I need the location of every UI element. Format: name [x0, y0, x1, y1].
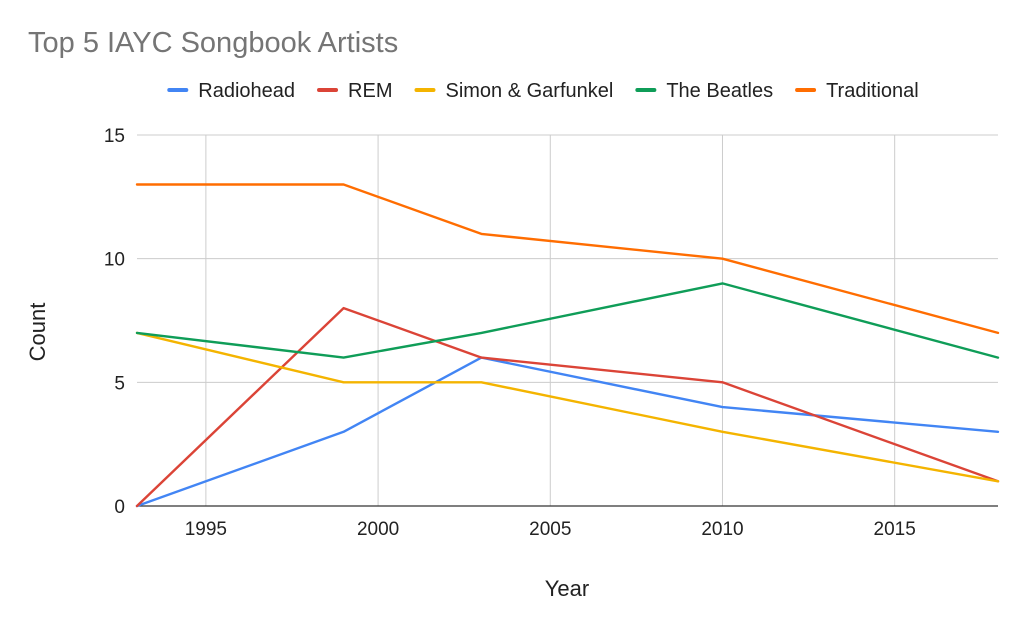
legend-item: Simon & Garfunkel — [414, 80, 613, 102]
y-tick-label: 15 — [104, 126, 125, 147]
y-axis-title: Count — [25, 303, 50, 362]
series-line-radiohead — [135, 356, 1000, 508]
axis-ticks: 0 5 10 15 1995 2000 2005 2010 2015 — [104, 126, 916, 540]
x-axis-title: Year — [545, 576, 589, 601]
legend-label: REM — [348, 80, 392, 102]
legend-label: Simon & Garfunkel — [445, 80, 613, 102]
legend-item: REM — [317, 80, 392, 102]
legend-item: Radiohead — [167, 80, 295, 102]
legend: Radiohead REM Simon & Garfunkel The Beatles… — [167, 80, 919, 102]
legend-label: Radiohead — [198, 80, 295, 102]
y-tick-label: 10 — [104, 250, 125, 271]
y-tick-label: 0 — [114, 497, 125, 518]
legend-label: Traditional — [826, 80, 919, 102]
series-line-the-beatles — [135, 282, 1000, 359]
x-tick-label: 2000 — [357, 519, 399, 540]
legend-label: The Beatles — [666, 80, 773, 102]
series-line-traditional — [135, 183, 1000, 335]
legend-item: Traditional — [795, 80, 919, 102]
series-lines — [135, 183, 1000, 508]
x-tick-label: 2010 — [701, 519, 743, 540]
chart-title: Top 5 IAYC Songbook Artists — [28, 27, 398, 59]
series-line-rem — [135, 306, 1000, 508]
y-tick-label: 5 — [114, 373, 125, 394]
series-line-simon-garfunkel — [135, 331, 1000, 483]
gridlines — [137, 134, 998, 507]
legend-item: The Beatles — [635, 80, 773, 102]
x-tick-label: 1995 — [185, 519, 227, 540]
x-tick-label: 2015 — [874, 519, 916, 540]
x-tick-label: 2005 — [529, 519, 571, 540]
